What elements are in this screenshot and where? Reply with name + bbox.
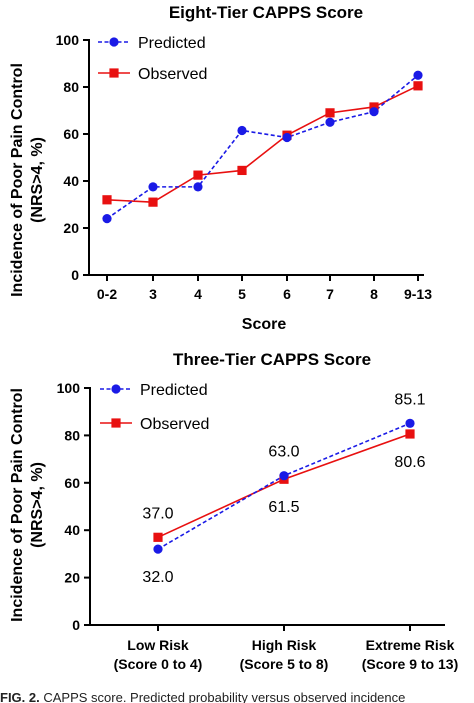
chart2-predicted-point: [405, 418, 415, 428]
chart2-x-tick-sublabel: (Score 9 to 13): [362, 656, 458, 672]
chart1-observed-point: [237, 165, 247, 176]
chart1-y-tick-label: 100: [56, 32, 80, 48]
chart1-observed-point: [148, 197, 158, 207]
chart1-predicted-point: [102, 214, 112, 224]
chart1-observed-point: [102, 195, 112, 205]
chart2-x-tick-label: High Risk: [252, 637, 317, 653]
chart1-title: Eight-Tier CAPPS Score: [169, 3, 363, 22]
chart1-legend-predicted-label: Predicted: [138, 35, 206, 52]
chart1-legend-observed-label: Observed: [138, 66, 207, 83]
chart1-series-predicted-line: [106, 74, 419, 220]
chart1-predicted-point: [148, 182, 158, 192]
caption-fig-label: FIG. 2.: [0, 690, 40, 703]
chart1-observed-point: [413, 81, 423, 91]
chart1-x-tick-label: 8: [370, 286, 378, 302]
chart1-predicted-point: [369, 107, 379, 117]
chart2-legend-observed-marker: [111, 418, 121, 428]
chart1-series-observed-line: [106, 85, 419, 203]
chart1-y-tick-label: 20: [63, 220, 79, 236]
chart2-observed-data-label: 80.6: [394, 454, 425, 471]
chart1-predicted-point: [325, 117, 335, 127]
chart2-observed-data-label: 61.5: [268, 499, 299, 516]
chart1-x-tick-label: 6: [283, 286, 291, 302]
chart1-predicted-point: [237, 125, 247, 136]
chart2-observed-data-label: 37.0: [142, 505, 173, 522]
figure-caption: FIG. 2. CAPPS score. Predicted probabili…: [0, 690, 474, 703]
chart2-y-tick-label: 40: [64, 522, 80, 538]
chart2-series-predicted-line: [157, 422, 411, 550]
chart2-predicted-data-label: 32.0: [142, 569, 173, 586]
chart2-plot: 0 20 40 60 80 100 Low Risk (Score 0 to 4) High R…: [57, 380, 459, 672]
chart2-y-tick-label: 60: [64, 475, 80, 491]
chart1-x-tick-label: 9-13: [404, 286, 432, 302]
chart1-xlabel: Score: [242, 316, 287, 333]
chart1-x-tick-label: 3: [149, 286, 157, 302]
chart2-predicted-data-label: 63.0: [268, 444, 299, 461]
chart2-ylabel-line1: Incidence of Poor Pain Control: [9, 388, 26, 622]
chart2-observed-point: [153, 532, 163, 542]
chart1-legend-observed-marker: [109, 68, 119, 78]
chart1-predicted-point: [282, 132, 292, 143]
chart1-x-tick-label: 5: [238, 286, 246, 302]
chart1-y-tick-label: 60: [63, 126, 79, 142]
chart1-y-tick-label: 40: [63, 173, 79, 189]
chart2-title: Three-Tier CAPPS Score: [173, 350, 371, 369]
chart2-x-tick-label: Extreme Risk: [366, 637, 455, 653]
chart1-x-tick-label: 4: [194, 286, 202, 302]
caption-text: CAPPS score. Predicted probability versu…: [43, 690, 406, 703]
chart2-ylabel-line2: (NRS>4, %): [29, 462, 46, 548]
chart2-observed-point: [405, 429, 415, 439]
chart1-legend-predicted-marker: [109, 37, 119, 47]
chart1-predicted-point: [193, 182, 203, 192]
chart1-y-tick-label: 0: [71, 267, 79, 283]
chart2-y-tick-label: 0: [72, 617, 80, 633]
chart2-y-tick-label: 80: [64, 427, 80, 443]
chart2-y-tick-label: 20: [64, 570, 80, 586]
chart2-predicted-data-label: 85.1: [394, 391, 425, 408]
chart2-x-tick-sublabel: (Score 5 to 8): [240, 656, 329, 672]
chart1-x-tick-label: 7: [326, 286, 334, 302]
chart1-observed-point: [193, 170, 203, 180]
chart1-observed-point: [325, 108, 335, 118]
chart2-predicted-point: [153, 544, 163, 554]
chart2-y-tick-label: 100: [57, 380, 81, 396]
chart2-x-tick-label: Low Risk: [127, 637, 189, 653]
chart1-observed-point: [369, 102, 379, 112]
chart1-ylabel-line1: Incidence of Poor Pain Control: [9, 63, 26, 297]
chart2-legend-observed-label: Observed: [140, 416, 209, 433]
chart1-ylabel-line2: (NRS>4, %): [29, 137, 46, 223]
chart1-y-tick-label: 80: [63, 79, 79, 95]
chart2-x-tick-sublabel: (Score 0 to 4): [114, 656, 203, 672]
chart1-predicted-point: [413, 70, 423, 80]
chart2-legend-predicted-marker: [111, 384, 121, 394]
chart1-plot: 0 20 40 60 80 100 0-2 3 4 5 6 7 8 9-13 Predicted Observ…: [56, 32, 433, 302]
chart2-predicted-point: [279, 471, 289, 481]
chart2-legend-predicted-label: Predicted: [140, 382, 208, 399]
chart1-x-tick-label: 0-2: [97, 286, 117, 302]
